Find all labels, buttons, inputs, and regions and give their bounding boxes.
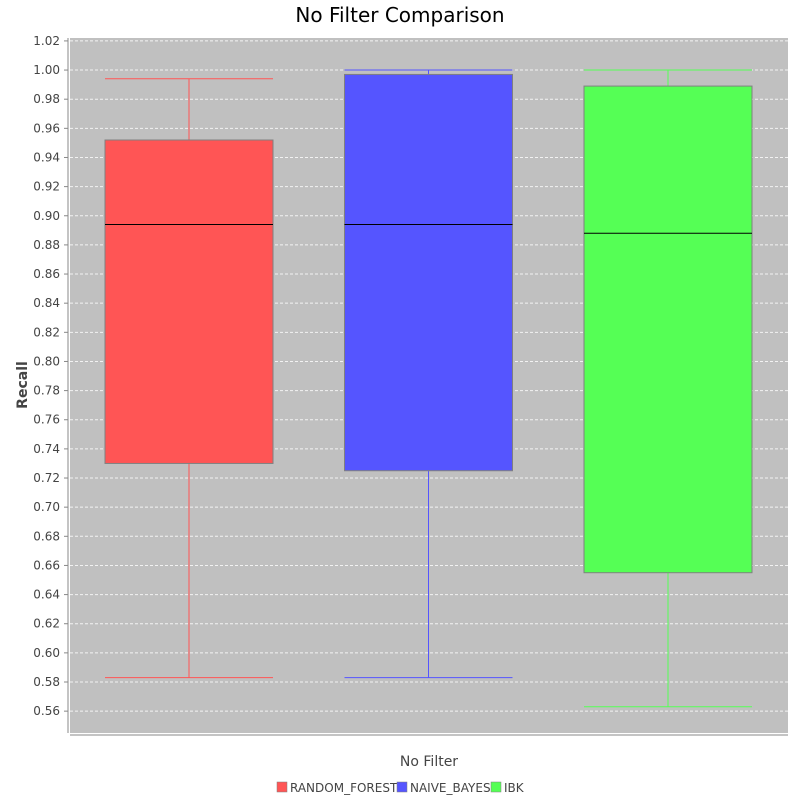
y-tick-label: 0.56 bbox=[33, 704, 60, 718]
y-tick-label: 0.70 bbox=[33, 500, 60, 514]
y-axis-ticks: 0.56 0.58 0.60 0.62 0.64 0.66 0.68 0.70 0.72 0.74… bbox=[33, 34, 68, 718]
y-tick-label: 0.88 bbox=[33, 238, 60, 252]
y-tick-label: 0.90 bbox=[33, 209, 60, 223]
y-tick-label: 0.60 bbox=[33, 646, 60, 660]
legend-swatch bbox=[490, 781, 502, 793]
y-tick-label: 1.02 bbox=[33, 34, 60, 48]
y-tick-label: 0.74 bbox=[33, 442, 60, 456]
y-tick-label: 0.64 bbox=[33, 588, 60, 602]
y-tick-label: 0.86 bbox=[33, 267, 60, 281]
y-tick-label: 0.82 bbox=[33, 325, 60, 339]
y-tick-label: 0.76 bbox=[33, 413, 60, 427]
box-naive-bayes bbox=[344, 69, 513, 679]
legend-swatch bbox=[276, 781, 288, 793]
legend-swatch bbox=[396, 781, 408, 793]
y-tick-label: 0.68 bbox=[33, 529, 60, 543]
y-tick-label: 0.72 bbox=[33, 471, 60, 485]
y-tick-label: 0.66 bbox=[33, 558, 60, 572]
y-tick-label: 1.00 bbox=[33, 63, 60, 77]
y-tick-label: 0.84 bbox=[33, 296, 60, 310]
legend: RANDOM_FOREST NAIVE_BAYES IBK bbox=[276, 781, 525, 795]
legend-label: RANDOM_FOREST bbox=[290, 781, 398, 795]
legend-label: NAIVE_BAYES bbox=[410, 781, 491, 795]
y-tick-label: 0.98 bbox=[33, 92, 60, 106]
box-ibk bbox=[583, 69, 753, 708]
chart-title: No Filter Comparison bbox=[295, 3, 504, 27]
y-tick-label: 0.62 bbox=[33, 617, 60, 631]
legend-label: IBK bbox=[504, 781, 525, 795]
y-axis-label: Recall bbox=[15, 361, 31, 409]
box-iqr bbox=[583, 85, 753, 574]
box-series bbox=[104, 69, 753, 708]
legend-item-ibk: IBK bbox=[490, 781, 525, 795]
y-tick-label: 0.94 bbox=[33, 150, 60, 164]
y-tick-label: 0.80 bbox=[33, 354, 60, 368]
box-iqr bbox=[344, 73, 513, 472]
y-tick-label: 0.92 bbox=[33, 180, 60, 194]
legend-item-naive-bayes: NAIVE_BAYES bbox=[396, 781, 491, 795]
y-tick-label: 0.96 bbox=[33, 121, 60, 135]
y-tick-label: 0.78 bbox=[33, 384, 60, 398]
y-tick-label: 0.58 bbox=[33, 675, 60, 689]
box-iqr bbox=[104, 139, 274, 464]
x-category-label: No Filter bbox=[400, 754, 458, 770]
box-random-forest bbox=[104, 78, 274, 679]
legend-item-random-forest: RANDOM_FOREST bbox=[276, 781, 398, 795]
